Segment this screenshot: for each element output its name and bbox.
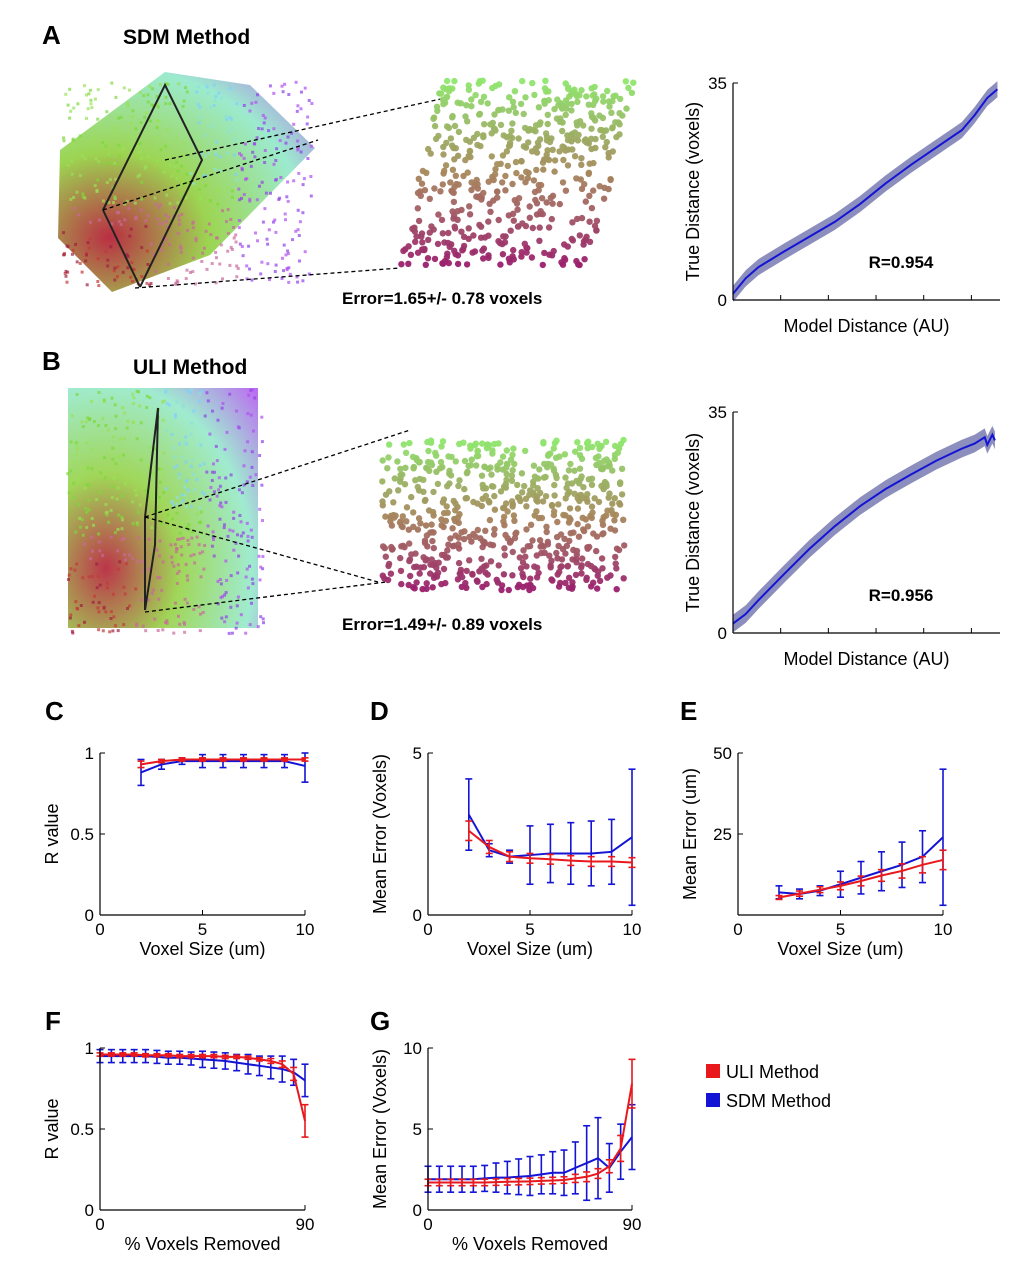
chart-c-r-value: 0 5 10 0 0.5 1 Voxel Size (um) R value [42, 744, 314, 959]
y-axis-label: Mean Error (Voxels) [370, 754, 390, 914]
y-tick-label: 5 [413, 744, 422, 763]
y-tick-label: 25 [713, 825, 732, 844]
panel-b-title: ULI Method [133, 356, 247, 379]
x-axis-label: Model Distance (AU) [783, 649, 949, 669]
y-tick-label: 0 [413, 1201, 422, 1220]
x-tick-label: 5 [836, 920, 845, 939]
x-tick-label: 90 [623, 1215, 642, 1234]
x-tick-label: 10 [623, 920, 642, 939]
x-tick-label: 10 [934, 920, 953, 939]
x-axis-label: Voxel Size (um) [467, 939, 593, 959]
legend-swatch-sdm [706, 1093, 720, 1107]
x-tick-label: 90 [296, 1215, 315, 1234]
series-uli [424, 1058, 636, 1187]
chart-a-distance: 0 35 Model Distance (AU) True Distance (vox… [683, 74, 1000, 336]
series-line [428, 1083, 633, 1184]
panel-b-slice-cloud [379, 436, 628, 594]
series-line [732, 432, 996, 625]
x-tick-label: 10 [296, 920, 315, 939]
panel-a-slice-outline [102, 82, 204, 288]
series-line [468, 829, 633, 864]
panel-b-cube-cloud [66, 388, 265, 635]
y-tick-label: 1 [85, 1039, 94, 1058]
legend-swatch-uli [706, 1064, 720, 1078]
x-axis-label: Model Distance (AU) [783, 316, 949, 336]
series-line [140, 758, 305, 766]
panel-f-letter: F [45, 1006, 61, 1036]
y-axis-label: True Distance (voxels) [683, 102, 703, 281]
y-tick-label: 0 [85, 906, 94, 925]
series-line [100, 1055, 306, 1082]
panel-a-zoom-lines [102, 97, 446, 289]
confidence-band [733, 425, 995, 633]
y-tick-label: 50 [713, 744, 732, 763]
panel-b-error-text: Error=1.49+/- 0.89 voxels [342, 615, 542, 634]
panel-b-letter: B [42, 346, 61, 376]
x-tick-label: 0 [95, 1215, 104, 1234]
x-tick-label: 0 [423, 920, 432, 939]
panel-c-letter: C [45, 696, 64, 726]
x-tick-label: 5 [525, 920, 534, 939]
y-axis-label: Mean Error (um) [680, 768, 700, 900]
x-tick-label: 0 [733, 920, 742, 939]
x-tick-label: 5 [198, 920, 207, 939]
panel-a-letter: A [42, 20, 61, 50]
chart-g-mean-error-removed: 0 90 0 5 10 % Voxels Removed Mean Error (Voxel… [370, 1039, 641, 1254]
series-line [778, 858, 944, 899]
series-uli [465, 820, 636, 869]
r-annotation: R=0.956 [869, 586, 934, 605]
y-tick-label: 1 [85, 744, 94, 763]
chart-e-mean-error-um: 0 5 10 25 50 Voxel Size (um) Mean Error (um) [680, 744, 952, 959]
x-axis-label: Voxel Size (um) [777, 939, 903, 959]
series-line [100, 1053, 306, 1122]
panel-b-slice-outline [144, 407, 159, 611]
y-tick-label: 35 [708, 403, 727, 422]
confidence-band [733, 81, 998, 302]
series-line [732, 88, 999, 295]
x-axis-label: % Voxels Removed [124, 1234, 280, 1254]
r-annotation: R=0.954 [869, 253, 934, 272]
series-line [467, 814, 633, 858]
panel-a-cube-cloud [58, 72, 315, 292]
panel-a-title: SDM Method [123, 26, 250, 49]
x-axis-label: % Voxels Removed [452, 1234, 608, 1254]
series-uli [137, 757, 309, 769]
series-sdm [424, 1103, 636, 1202]
x-tick-label: 0 [95, 920, 104, 939]
legend-label-uli: ULI Method [726, 1062, 819, 1082]
panel-a-error-text: Error=1.65+/- 0.78 voxels [342, 289, 542, 308]
y-tick-label: 35 [708, 74, 727, 93]
legend-label-sdm: SDM Method [726, 1091, 831, 1111]
y-tick-label: 0 [718, 291, 727, 310]
legend: ULI Method SDM Method [706, 1062, 831, 1111]
panel-d-letter: D [370, 696, 389, 726]
panel-g-letter: G [370, 1006, 390, 1036]
y-tick-label: 10 [403, 1039, 422, 1058]
y-axis-label: Mean Error (Voxels) [370, 1049, 390, 1209]
series-uli [96, 1052, 309, 1138]
y-axis-label: True Distance (voxels) [683, 433, 703, 612]
series-uli [775, 849, 947, 901]
chart-b-distance: 0 35 Model Distance (AU) True Distance (vox… [683, 403, 1000, 669]
y-tick-label: 0 [85, 1201, 94, 1220]
chart-f-r-value-removed: 0 90 0 0.5 1 % Voxels Removed R value [42, 1039, 314, 1254]
y-axis-label: R value [42, 1098, 62, 1159]
y-tick-label: 0 [413, 906, 422, 925]
y-tick-label: 0 [718, 624, 727, 643]
x-tick-label: 0 [423, 1215, 432, 1234]
y-tick-label: 5 [413, 1120, 422, 1139]
series-sdm [465, 768, 636, 907]
y-tick-label: 0.5 [70, 1120, 94, 1139]
x-axis-label: Voxel Size (um) [139, 939, 265, 959]
panel-a-slice-cloud [398, 77, 637, 269]
y-axis-label: R value [42, 803, 62, 864]
panel-b-zoom-lines [144, 429, 411, 613]
panel-e-letter: E [680, 696, 697, 726]
y-tick-label: 0.5 [70, 825, 94, 844]
